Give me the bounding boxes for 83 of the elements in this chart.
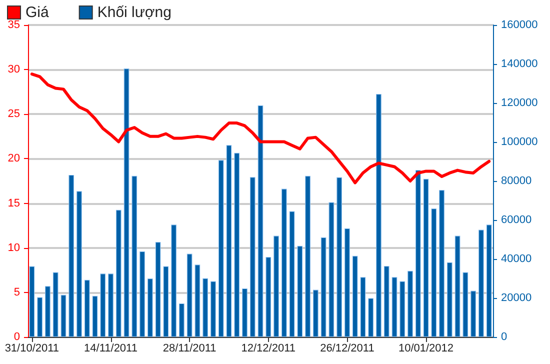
- y2-tick-label: 20000: [501, 292, 532, 304]
- y2-tick-label: 100000: [501, 136, 538, 148]
- legend-label: Giá: [26, 4, 50, 21]
- y2-tick-label: 80000: [501, 175, 532, 187]
- bar: [186, 254, 192, 337]
- x-tick-label: 31/10/2011: [4, 342, 60, 354]
- bar: [266, 257, 272, 337]
- bar: [336, 177, 342, 337]
- bar: [478, 230, 484, 337]
- bar: [202, 278, 208, 337]
- y2-tick-label: 0: [501, 331, 508, 343]
- bar: [108, 274, 114, 337]
- bar: [242, 288, 248, 337]
- bar: [76, 191, 82, 337]
- bar: [400, 281, 406, 337]
- bar: [45, 286, 50, 337]
- bar: [124, 68, 130, 337]
- bar: [360, 277, 366, 337]
- bar: [163, 266, 169, 337]
- x-tick-label: 14/11/2011: [84, 342, 138, 354]
- bar: [258, 105, 264, 337]
- bar: [462, 272, 468, 337]
- x-tick-label: 10/01/2012: [398, 342, 454, 354]
- y-tick-label: 10: [8, 242, 20, 254]
- bar: [100, 274, 106, 337]
- y-tick-label: 15: [8, 197, 20, 210]
- y2-tick-label: 40000: [501, 253, 532, 265]
- bar: [155, 242, 161, 337]
- bar: [392, 277, 398, 337]
- bar: [423, 178, 429, 337]
- bar: [250, 177, 256, 337]
- y-tick-label: 5: [14, 286, 20, 298]
- bar: [210, 281, 216, 337]
- bar: [84, 280, 90, 337]
- bar: [415, 170, 421, 337]
- y2-tick-label: 120000: [501, 97, 538, 109]
- x-tick-label: 26/12/2011: [320, 342, 374, 354]
- bar: [194, 264, 200, 337]
- bar: [320, 237, 326, 337]
- y2-tick-label: 160000: [501, 19, 538, 31]
- legend-label: Khối lượng: [97, 4, 172, 21]
- bar: [439, 190, 444, 337]
- bar: [140, 251, 145, 337]
- x-tick-label: 28/11/2011: [162, 342, 216, 354]
- bar: [147, 278, 153, 337]
- y2-tick-label: 60000: [501, 214, 532, 226]
- y-tick-label: 25: [8, 108, 20, 120]
- bar: [368, 298, 374, 337]
- y-tick-label: 20: [8, 152, 20, 165]
- bar: [454, 236, 460, 337]
- bar: [218, 160, 224, 337]
- y-tick-label: 30: [8, 64, 20, 76]
- bar: [179, 303, 184, 337]
- bar: [431, 208, 437, 337]
- bar: [52, 272, 58, 337]
- bar: [384, 266, 390, 337]
- bar: [274, 236, 279, 337]
- bar: [470, 290, 476, 337]
- bar: [226, 145, 232, 337]
- bar: [352, 256, 358, 337]
- bar: [289, 211, 295, 337]
- bar: [234, 152, 240, 337]
- bar: [37, 297, 42, 337]
- x-tick-label: 12/12/2011: [241, 342, 296, 354]
- bar: [116, 210, 122, 337]
- bar: [92, 296, 98, 337]
- bar: [68, 174, 74, 337]
- bar: [297, 246, 303, 337]
- bar: [328, 202, 334, 337]
- bar: [60, 294, 66, 337]
- y2-tick-label: 140000: [501, 58, 538, 70]
- bar: [132, 176, 138, 337]
- bar: [281, 188, 287, 337]
- bar: [376, 94, 382, 337]
- bar: [344, 228, 350, 337]
- bar: [171, 224, 176, 337]
- y-tick-label: 35: [8, 19, 20, 31]
- bar: [408, 270, 413, 337]
- bar: [446, 262, 452, 337]
- bar: [29, 266, 35, 337]
- bar: [305, 176, 310, 337]
- y-tick-label: 0: [14, 331, 20, 343]
- bar: [312, 290, 318, 337]
